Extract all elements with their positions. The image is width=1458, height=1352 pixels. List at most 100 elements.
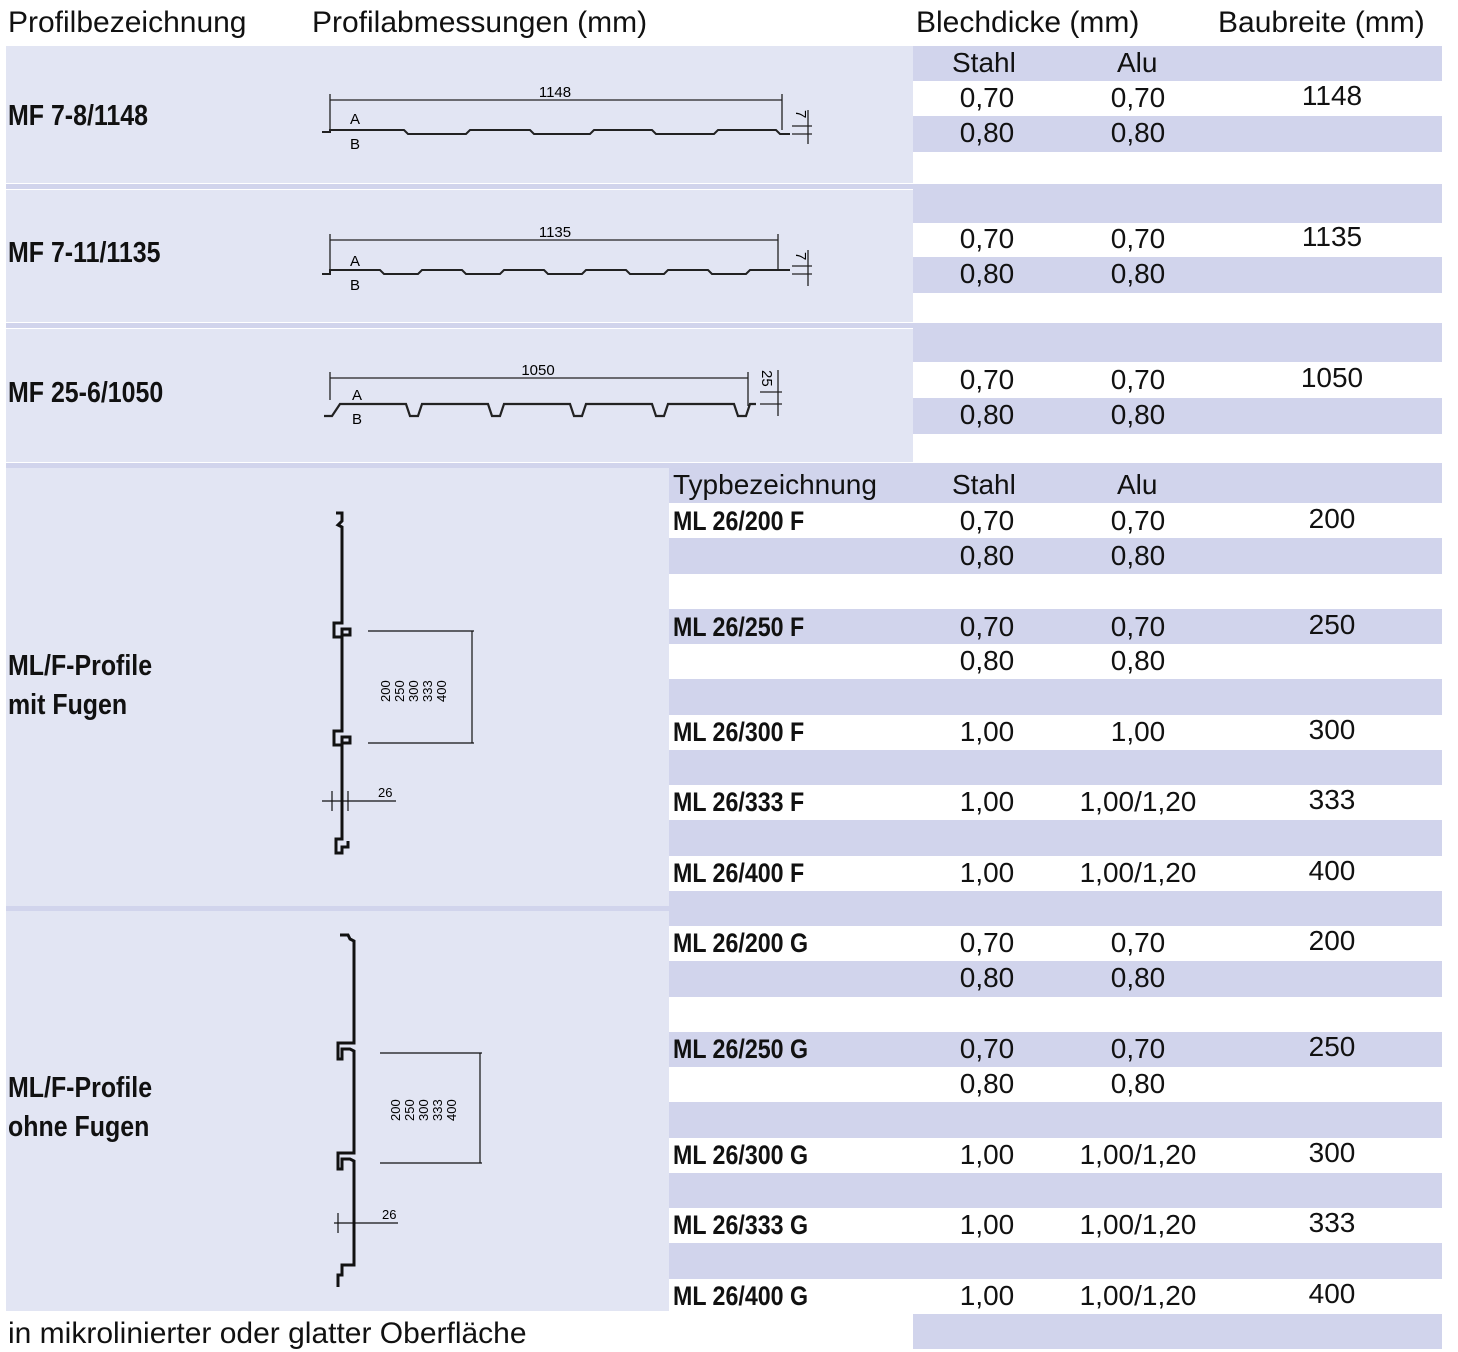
profile-name: MF 7-11/1135 <box>8 237 161 269</box>
dimension-label: 400 <box>444 1099 459 1121</box>
group-label: ML/F-Profile <box>8 1072 153 1104</box>
row-band <box>913 1314 1442 1349</box>
header-baubreite: Baubreite (mm) <box>1218 6 1425 39</box>
baubreite-value: 200 <box>1308 925 1356 956</box>
row-band <box>669 1102 1442 1138</box>
dimension-label: 7 <box>792 252 809 260</box>
dimension-label: 300 <box>406 680 421 702</box>
row-band <box>669 820 1442 856</box>
row-band <box>669 1243 1442 1279</box>
stahl-value: 0,70 <box>959 82 1015 113</box>
section-divider <box>6 323 1442 328</box>
type-name: ML 26/250 G <box>673 1034 809 1064</box>
dimension-label: 1148 <box>539 84 571 101</box>
stahl-value: 1,00 <box>959 716 1015 747</box>
mf-profile-drawing-2: 1135 A B 7 <box>322 224 812 294</box>
dimension-label: 1135 <box>539 224 571 241</box>
type-name: ML 26/333 G <box>673 1210 809 1240</box>
dimension-label: 333 <box>430 1099 445 1121</box>
alu-value: 1,00/1,20 <box>1079 857 1197 888</box>
mf-profile-drawing-1: 1148 A B 7 <box>322 84 812 153</box>
profile-name: MF 7-8/1148 <box>8 100 149 132</box>
mf-panel-2 <box>6 190 913 322</box>
group-label: ohne Fugen <box>8 1111 150 1143</box>
stahl-value: 0,80 <box>959 645 1015 676</box>
row-band <box>913 46 1442 81</box>
footnote: in mikrolinierter oder glatter Oberfläch… <box>8 1317 527 1350</box>
point-label: A <box>350 253 360 270</box>
ml-panel-fugen <box>6 468 669 906</box>
alu-value: 1,00/1,20 <box>1079 786 1197 817</box>
stahl-value: 0,80 <box>959 258 1015 289</box>
header-profilabmessungen: Profilabmessungen (mm) <box>312 6 648 39</box>
ml-panel-ohne-fugen <box>6 911 669 1311</box>
dimension-label: 26 <box>382 1207 396 1222</box>
type-name: ML 26/300 G <box>673 1140 809 1170</box>
dimension-label: 200 <box>388 1099 403 1121</box>
subheader-stahl: Stahl <box>952 469 1016 500</box>
subheader-typbezeichnung: Typbezeichnung <box>673 469 877 500</box>
type-name: ML 26/300 F <box>673 717 805 747</box>
alu-value: 1,00/1,20 <box>1079 1280 1197 1311</box>
ml-profile-drawing-ohne-fugen: 200 250 300 333 400 26 <box>334 933 482 1287</box>
alu-value: 0,80 <box>1110 540 1166 571</box>
row-band <box>913 327 1442 362</box>
stahl-value: 1,00 <box>959 857 1015 888</box>
alu-value: 0,80 <box>1110 645 1166 676</box>
alu-value: 0,70 <box>1110 223 1166 254</box>
type-name: ML 26/400 F <box>673 858 805 888</box>
baubreite-value: 200 <box>1308 503 1356 534</box>
ml-profile-drawing-fugen: 200 250 300 333 400 26 <box>322 511 474 855</box>
point-label: A <box>352 387 362 404</box>
dimension-label: 200 <box>378 680 393 702</box>
stahl-value: 1,00 <box>959 786 1015 817</box>
section-divider <box>6 906 669 911</box>
row-band <box>913 398 1442 434</box>
baubreite-value: 1135 <box>1301 221 1363 252</box>
alu-value: 0,70 <box>1110 927 1166 958</box>
alu-value: 0,80 <box>1110 1068 1166 1099</box>
row-band <box>913 257 1442 293</box>
baubreite-value: 300 <box>1308 714 1356 745</box>
type-name: ML 26/250 F <box>673 612 805 642</box>
subheader-stahl: Stahl <box>952 47 1016 78</box>
stahl-value: 0,80 <box>959 399 1015 430</box>
alu-value: 0,80 <box>1110 399 1166 430</box>
baubreite-value: 250 <box>1308 1031 1356 1062</box>
stahl-value: 0,70 <box>959 1033 1015 1064</box>
alu-value: 0,70 <box>1110 1033 1166 1064</box>
header-blechdicke: Blechdicke (mm) <box>916 6 1140 39</box>
mf-profile-drawing-3: 1050 A B 25 <box>324 362 782 428</box>
stahl-value: 0,80 <box>959 1068 1015 1099</box>
group-label: ML/F-Profile <box>8 650 153 682</box>
stahl-value: 1,00 <box>959 1209 1015 1240</box>
row-band <box>669 891 1442 926</box>
profile-name: MF 25-6/1050 <box>8 377 164 409</box>
dimension-label: 25 <box>758 370 775 387</box>
stahl-value: 0,70 <box>959 927 1015 958</box>
stahl-value: 0,70 <box>959 505 1015 536</box>
point-label: B <box>352 411 362 428</box>
dimension-label: 26 <box>378 785 392 800</box>
alu-value: 1,00 <box>1110 716 1166 747</box>
alu-value: 0,80 <box>1110 117 1166 148</box>
stahl-value: 0,80 <box>959 540 1015 571</box>
row-band <box>669 679 1442 715</box>
subheader-alu: Alu <box>1117 47 1158 78</box>
stahl-value: 1,00 <box>959 1280 1015 1311</box>
dimension-label: 1050 <box>521 362 554 379</box>
row-band <box>669 750 1442 785</box>
group-label: mit Fugen <box>8 689 128 721</box>
subheader-alu: Alu <box>1117 469 1158 500</box>
type-name: ML 26/400 G <box>673 1281 809 1311</box>
row-band <box>913 188 1442 223</box>
type-name: ML 26/333 F <box>673 787 805 817</box>
baubreite-value: 400 <box>1308 855 1356 886</box>
point-label: B <box>350 136 360 153</box>
mf-panel-3 <box>6 329 913 462</box>
baubreite-value: 333 <box>1308 1207 1356 1238</box>
stahl-value: 0,70 <box>959 611 1015 642</box>
dimension-label: 7 <box>792 110 809 118</box>
row-band <box>669 1032 1442 1067</box>
baubreite-value: 250 <box>1308 609 1356 640</box>
